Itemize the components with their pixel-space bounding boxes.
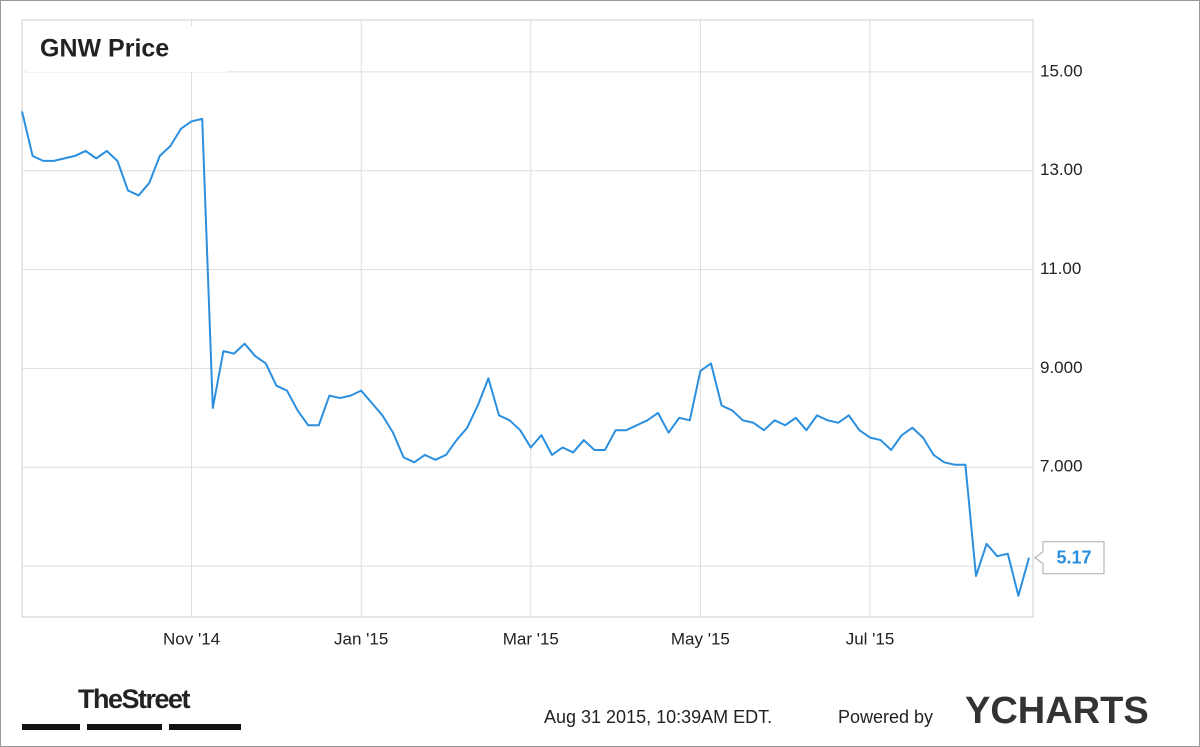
- brand-logo: YCHARTS: [965, 690, 1149, 732]
- logo-bar: [169, 724, 241, 730]
- y-tick-label: 9.000: [1040, 358, 1083, 377]
- last-value-label: 5.17: [1056, 547, 1091, 567]
- x-tick-label: Mar '15: [503, 629, 559, 648]
- plot-area: [21, 19, 1034, 618]
- title-box: [26, 26, 226, 72]
- marks: [21, 111, 1030, 597]
- y-tick-label: 13.00: [1040, 160, 1083, 179]
- x-tick-label: Nov '14: [163, 629, 220, 648]
- powered-by: Powered by: [838, 707, 933, 727]
- x-tick-label: Jul '15: [846, 629, 895, 648]
- logo-bar: [22, 724, 80, 730]
- y-tick-label: 11.00: [1040, 259, 1081, 278]
- timestamp: Aug 31 2015, 10:39AM EDT.: [544, 707, 772, 727]
- y-tick-label: 15.00: [1040, 61, 1083, 80]
- x-tick-label: May '15: [671, 629, 730, 648]
- last-value-callout: [1034, 541, 1105, 575]
- logo-bar: [87, 724, 162, 730]
- grid: [22, 20, 1033, 617]
- source-logo: TheStreet: [78, 684, 191, 714]
- chart-title: GNW Price: [40, 35, 169, 63]
- price-line: [21, 111, 1030, 597]
- y-tick-label: 7.000: [1040, 457, 1083, 476]
- x-tick-label: Jan '15: [334, 629, 388, 648]
